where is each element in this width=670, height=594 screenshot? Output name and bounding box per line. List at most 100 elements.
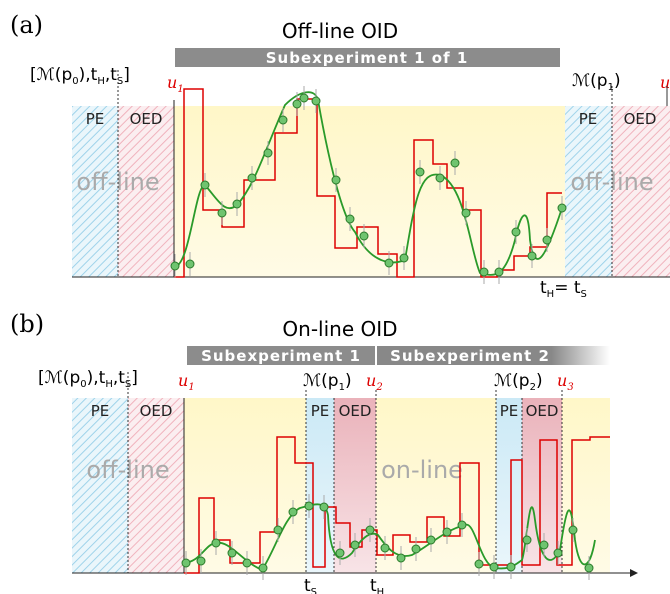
measurement [273,525,283,535]
measurement [450,158,460,168]
measurement [511,227,521,237]
label-part: ℳ(p [303,371,339,391]
zone-label: OED [140,402,173,420]
pe-zone [565,106,612,277]
measurement [278,115,288,125]
pe-zone [72,106,118,277]
oed-zone [118,106,174,277]
horizon-label: tH= tS [540,278,587,300]
zone-label: PE [86,110,105,128]
measurement [331,175,341,185]
model-label: ℳ(p2) [494,371,543,393]
measurement [211,538,221,548]
measurement [304,501,314,511]
measurement [553,548,563,558]
zone-label: off-line [76,168,159,196]
measurement [335,548,345,558]
panel-title: On-line OID [282,317,397,341]
label-part: ℳ(p [494,371,530,391]
zone-label: OED [130,110,163,128]
measurement [527,251,537,261]
label-part: 2 [530,382,536,393]
measurement [539,540,549,550]
measurement [442,527,452,537]
measurement [435,173,445,183]
zone-label: off-line [570,168,653,196]
panel-label: (a) [10,11,43,39]
control-label: u3 [557,371,574,393]
th-label: tH [370,576,384,594]
label-part: t [540,278,547,298]
measurement [350,540,360,550]
label-part: 1 [339,382,345,393]
measurement [258,563,268,573]
label-part: t [370,576,377,594]
label-part: 1 [608,82,614,93]
measurement [461,208,471,218]
control-label: u1 [178,371,195,393]
zone-label: OED [339,402,372,420]
label-part: ] [123,65,130,85]
measurement [242,558,252,568]
control-profile [184,436,610,574]
oed-zone [612,106,670,277]
measurement [217,208,227,218]
subexperiment-bar [187,346,375,365]
control-label: u3 [660,73,670,95]
measurement [299,93,309,103]
label-part: 2 [375,382,382,393]
oed-zone [128,398,184,573]
measurement [292,99,302,109]
measurements [170,86,567,284]
measurement [384,258,394,268]
label-part: 0 [72,76,78,87]
subexperiment-bar [175,48,560,67]
zone-label: on-line [381,456,463,484]
measurement [411,544,421,554]
pe-zone [72,398,128,573]
label-part: u [660,73,670,92]
label-part: u [167,73,177,92]
measurement [426,535,436,545]
measurement [399,253,409,263]
measurement [263,148,273,158]
panel-label: (b) [10,310,44,338]
measurement [474,559,484,569]
label-part: = t [554,278,581,298]
measurement [200,180,210,190]
label-part: 1 [177,84,183,95]
measurement [185,259,195,269]
model-label: ℳ(p1) [303,371,352,393]
zone-label: OED [526,402,559,420]
bar-label: Subexperiment 2 [390,347,550,365]
model-label: ℳ(p1) [572,71,621,93]
label-part: S [117,76,123,87]
label-part: 1 [188,382,194,393]
label-part: ℳ(p [572,71,608,91]
measurement [457,520,467,530]
label-part: H [105,379,113,390]
measurement [489,562,499,572]
label-part: u [557,371,567,390]
control-label: u2 [366,371,383,393]
measurement [415,167,425,177]
label-part: H [377,587,385,594]
label-part: u [366,371,376,390]
bar-label: Subexperiment 1 [201,347,361,365]
label-part: H [97,76,105,87]
measurement [232,199,242,209]
zone-label: off-line [86,456,169,484]
control-label: u1 [167,73,184,95]
label-part: [ℳ(p [38,368,80,388]
zone-label: PE [500,402,519,420]
panel-title: Off-line OID [282,19,398,43]
measurement [345,214,355,224]
pe-zone [306,398,334,573]
measurement [365,525,375,535]
measurement [542,235,552,245]
initial-label: [ℳ(p0),tH,tS] [30,65,130,87]
label-part: 0 [80,379,86,390]
zone-label: OED [624,110,657,128]
measurement [359,231,369,241]
bar-label: Subexperiment 1 of 1 [266,49,469,67]
